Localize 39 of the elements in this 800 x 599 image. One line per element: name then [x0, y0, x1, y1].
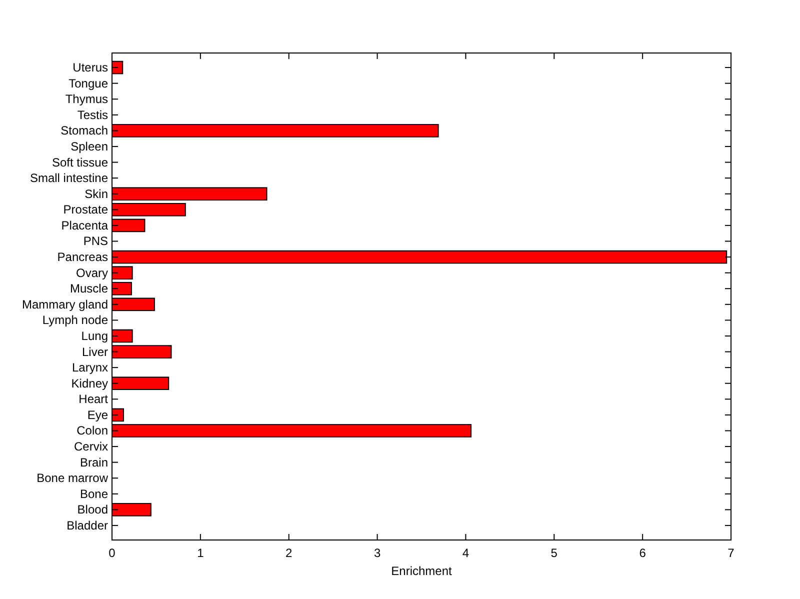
y-tick-label: Bladder	[66, 518, 108, 532]
y-tick-label: PNS	[83, 234, 108, 248]
y-tick-label: Prostate	[63, 202, 108, 217]
y-tick-label: Tongue	[68, 76, 108, 90]
y-tick-label: Larynx	[72, 360, 108, 375]
y-tick-label: Kidney	[71, 376, 108, 390]
y-tick-label: Uterus	[72, 60, 108, 75]
y-tick-label: Placenta	[61, 218, 108, 232]
y-tick-label: Skin	[84, 186, 108, 201]
x-tick-label: 3	[374, 546, 381, 560]
x-tick-label: 4	[462, 546, 470, 560]
y-tick-label: Mammary gland	[22, 297, 108, 312]
y-tick-label: Lymph node	[42, 313, 108, 328]
y-tick-label: Lung	[81, 328, 108, 343]
y-tick-label: Pancreas	[57, 250, 108, 264]
x-tick-label: 0	[108, 546, 116, 560]
x-tick-label: 1	[197, 546, 204, 560]
y-tick-label: Blood	[77, 502, 108, 517]
y-tick-label: Colon	[76, 424, 108, 438]
x-tick-label: 6	[639, 546, 646, 560]
y-tick-label: Soft tissue	[52, 155, 108, 170]
y-tick-label: Cervix	[74, 440, 108, 454]
y-tick-label: Spleen	[70, 139, 108, 154]
y-tick-label: Liver	[82, 344, 108, 359]
y-tick-label: Brain	[80, 455, 108, 470]
y-tick-label: Heart	[78, 392, 109, 406]
y-tick-label: Ovary	[76, 266, 108, 280]
y-tick-label: Bone marrow	[36, 471, 108, 486]
x-tick-label: 5	[550, 546, 558, 560]
y-tick-label: Muscle	[70, 282, 108, 296]
x-axis-title: Enrichment	[391, 564, 453, 578]
y-tick-label: Stomach	[60, 124, 108, 138]
y-tick-label: Eye	[87, 408, 108, 422]
y-tick-label: Thymus	[65, 92, 108, 106]
y-tick-label: Bone	[80, 486, 108, 501]
y-tick-label: Testis	[77, 108, 108, 122]
x-tick-label: 7	[728, 546, 735, 560]
x-tick-label: 2	[286, 546, 293, 560]
y-tick-label: Small intestine	[30, 171, 108, 186]
